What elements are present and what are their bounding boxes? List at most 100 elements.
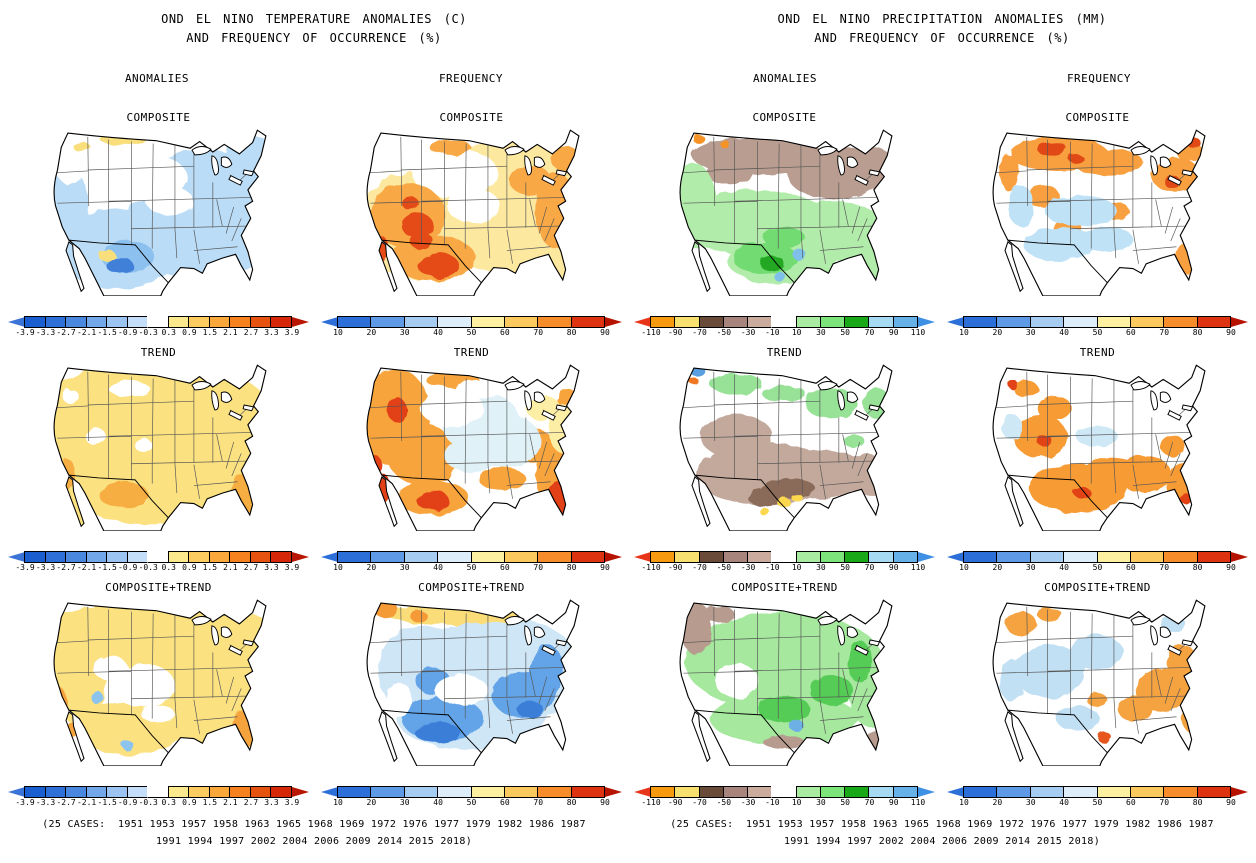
us-map [53, 364, 267, 531]
map-statistic-label: COMPOSITE [439, 111, 504, 124]
colorbar-segment [674, 785, 700, 798]
colorbar-segment [996, 315, 1031, 328]
map-statistic-label: COMPOSITE+TREND [731, 581, 838, 594]
colorbar-tick-label: -3.3 [35, 563, 56, 572]
colorbar-tick-label: 70 [864, 798, 875, 807]
colorbar-gap [771, 785, 797, 798]
colorbar-tick-label: 90 [888, 798, 899, 807]
colorbar-left-arrow [321, 316, 338, 327]
colorbar-tick-label: 30 [1025, 328, 1036, 337]
colorbar-right-arrow [1231, 786, 1248, 797]
colorbar-segment [963, 785, 998, 798]
colorbar-segments [24, 550, 292, 563]
colorbar-tick-label: -10 [765, 328, 780, 337]
colorbar-tick-label: 70 [1159, 563, 1170, 572]
colorbar-segment [188, 785, 210, 798]
colorbar-tick-label: 10 [791, 328, 802, 337]
colorbar-segment [24, 315, 46, 328]
colorbar-ticks: -110 -90 -70 -50 -30 -10 10 30 50 70 90 110 [641, 798, 925, 808]
land-fill [993, 600, 1205, 766]
precipitation-caption-line2: 1991 1994 1997 2002 2004 2006 2009 2014 … [783, 836, 1101, 847]
colorbar-right-arrow [1231, 316, 1248, 327]
colorbar-tick-label: 3.9 [284, 563, 300, 572]
colorbar-segment [844, 315, 870, 328]
colorbar-segment [106, 315, 128, 328]
state-borders [994, 371, 1192, 499]
colorbar-segment [126, 550, 149, 563]
baja-outline [65, 711, 85, 763]
map-panel-temp-anom-trend: TREND -3.9 -3.3 -2.7 -2.1 -1.5 -0.9 -0.3 0.3 0.9… [2, 343, 315, 578]
colorbar-tick-label: 50 [840, 798, 851, 807]
map-panel-precip-freq-composite-trend: COMPOSITE+TREND 10 20 30 40 50 60 70 80 90 [941, 578, 1254, 813]
colorbar-tick-label: 110 [910, 328, 926, 337]
colorbar-tick-label: -50 [716, 798, 732, 807]
colorbar-segment [1163, 550, 1198, 563]
colorbar-tick-label: 10 [333, 328, 343, 337]
us-map [992, 599, 1206, 766]
colorbar-tick-label: 80 [566, 798, 577, 807]
colorbar-tick-label: -110 [641, 798, 661, 807]
colorbar-tick-label: 30 [816, 328, 826, 337]
colorbar-tick-label: 50 [466, 328, 477, 337]
colorbar-tick-label: -2.7 [56, 798, 76, 807]
colorbar-frequency: 10 20 30 40 50 60 70 80 90 [947, 785, 1248, 809]
temperature-section-header: OND EL NINO TEMPERATURE ANOMALIES (C) AN… [0, 0, 628, 108]
us-map [992, 364, 1206, 531]
colorbar-segment [1129, 315, 1165, 328]
colorbar-tick-label: 30 [816, 563, 826, 572]
colorbar-segment [868, 315, 894, 328]
colorbar-segment [249, 550, 272, 563]
colorbar-tick-label: -2.7 [56, 328, 76, 337]
colorbar-tick-label: 3.3 [264, 798, 279, 807]
colorbar-tick-label: 60 [500, 563, 510, 572]
colorbar-tick-label: 90 [1226, 328, 1236, 337]
us-map [679, 129, 893, 296]
us-mexico-border [381, 239, 482, 284]
temperature-title-line2: AND FREQUENCY OF OCCURRENCE (%) [186, 31, 442, 45]
colorbar-segment [167, 785, 190, 798]
colorbar-segment [795, 785, 821, 798]
colorbar-left-arrow [8, 786, 25, 797]
colorbar [8, 315, 309, 328]
colorbar-tick-label: 1.5 [202, 798, 218, 807]
colorbar-segment [188, 550, 210, 563]
colorbar-tick-label: -70 [692, 328, 707, 337]
colorbar-segment [44, 785, 67, 798]
colorbar-segment [1063, 315, 1098, 328]
great-lakes [817, 381, 881, 421]
colorbar-tick-label: 2.7 [243, 328, 259, 337]
colorbar-gap [147, 550, 169, 563]
great-lakes [1130, 381, 1194, 421]
colorbar-segment [403, 785, 439, 798]
colorbar-tick-label: 70 [533, 563, 544, 572]
colorbar-right-arrow [292, 786, 309, 797]
colorbar-segment [674, 550, 700, 563]
baja-fill [1005, 477, 1023, 527]
state-borders [681, 136, 879, 264]
state-borders [681, 606, 879, 734]
colorbar-right-arrow [292, 316, 309, 327]
colorbar-tick-label: 110 [910, 563, 926, 572]
colorbar-tick-label: 3.9 [284, 798, 300, 807]
great-lakes [191, 381, 255, 421]
us-mexico-border [694, 709, 795, 754]
colorbar-tick-label: 80 [1192, 563, 1203, 572]
great-lakes [817, 616, 881, 656]
colorbar [634, 785, 935, 798]
temperature-caption-line2: 1991 1994 1997 2002 2004 2006 2009 2014 … [155, 836, 473, 847]
colorbar [947, 550, 1248, 563]
baja-fill [692, 477, 710, 527]
us-map [679, 599, 893, 766]
colorbar-segment [370, 785, 405, 798]
colorbar-tick-label: 3.3 [264, 328, 279, 337]
map-statistic-label: TREND [453, 346, 490, 359]
colorbar-tick-label: 2.7 [243, 563, 259, 572]
colorbar-segment [537, 550, 572, 563]
colorbar-tick-label: 20 [992, 563, 1003, 572]
colorbar-segment [65, 785, 87, 798]
colorbar-left-arrow [634, 316, 651, 327]
colorbar-tick-label: -0.3 [138, 328, 158, 337]
state-borders [368, 371, 566, 499]
colorbar-ticks: -3.9 -3.3 -2.7 -2.1 -1.5 -0.9 -0.3 0.3 0.9 1.5 2.1… [15, 798, 299, 808]
colorbar-segment [722, 315, 749, 328]
